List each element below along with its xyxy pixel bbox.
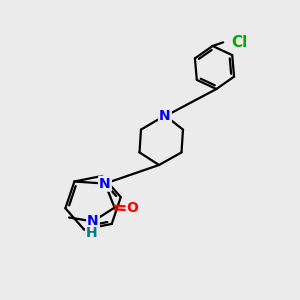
Text: N: N bbox=[159, 109, 171, 122]
Text: O: O bbox=[127, 202, 139, 215]
Text: N: N bbox=[99, 177, 111, 190]
Text: Cl: Cl bbox=[231, 35, 248, 50]
Text: N: N bbox=[87, 214, 99, 228]
Text: H: H bbox=[86, 226, 97, 240]
